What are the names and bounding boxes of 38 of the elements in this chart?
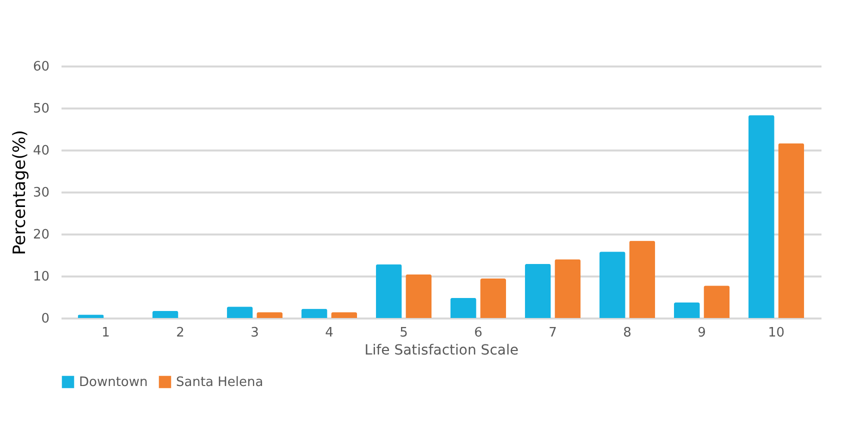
bar [524, 264, 551, 318]
x-tick-label: 6 [474, 326, 482, 340]
x-tick-label: 2 [176, 326, 184, 340]
x-tick-label: 4 [325, 326, 334, 340]
x-tick-label: 1 [102, 326, 110, 340]
bar [301, 308, 328, 318]
bar [256, 312, 283, 318]
y-tick-label: 0 [41, 312, 50, 326]
bar [331, 312, 358, 318]
y-tick-label: 10 [32, 270, 50, 284]
bar [674, 302, 700, 318]
legend-label: Downtown [79, 375, 148, 390]
bar [629, 240, 656, 318]
bar [704, 286, 730, 318]
y-tick-label: 50 [32, 102, 50, 116]
y-tick-label: 20 [32, 228, 50, 242]
bar [450, 298, 476, 318]
x-tick-label: 8 [623, 326, 632, 340]
bar [376, 264, 402, 318]
x-tick-label: 3 [250, 326, 259, 340]
y-tick-label: 40 [32, 144, 50, 158]
x-tick-label: 9 [698, 326, 706, 340]
y-tick-label: 60 [32, 60, 50, 74]
bar [152, 310, 178, 318]
bar [554, 259, 581, 318]
x-tick-label: 5 [400, 326, 408, 340]
x-tick-label: 10 [768, 326, 785, 340]
bar [406, 274, 432, 318]
y-tick-label: 30 [32, 186, 50, 200]
x-tick-label: 7 [548, 326, 557, 340]
bar [226, 306, 253, 318]
bar [748, 115, 774, 318]
bar [778, 143, 804, 318]
legend-label: Santa Helena [176, 375, 264, 390]
y-axis-title: Percentage(%) [10, 130, 30, 256]
bar [480, 278, 506, 318]
x-axis-title: Life Satisfaction Scale [364, 342, 518, 358]
bar [599, 252, 626, 318]
